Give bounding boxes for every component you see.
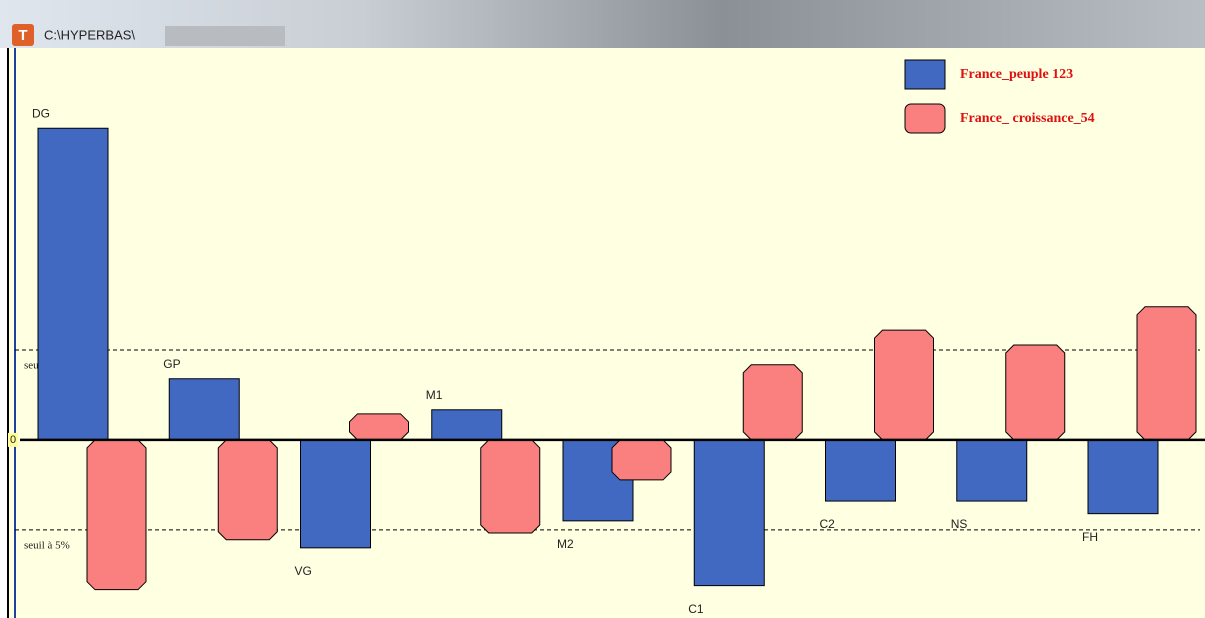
bar	[431, 409, 503, 441]
bar	[611, 439, 672, 481]
bar	[1005, 344, 1066, 441]
bar	[349, 413, 409, 441]
category-label: DG	[32, 106, 50, 120]
bar	[874, 329, 934, 441]
bar	[217, 439, 278, 541]
bar	[956, 439, 1028, 502]
reference-label: seuil à 5%	[24, 539, 70, 551]
category-label: M2	[557, 537, 574, 551]
category-label: FH	[1082, 530, 1098, 544]
category-label: VG	[295, 564, 312, 578]
app-icon-letter: T	[18, 27, 27, 44]
bar	[300, 439, 371, 549]
bar	[1136, 306, 1197, 441]
plot-area	[8, 48, 1205, 618]
category-label: C2	[820, 517, 836, 531]
legend-swatch	[904, 103, 946, 134]
category-label: C1	[688, 602, 704, 616]
legend-swatch	[904, 59, 946, 90]
tick-label-box	[8, 432, 18, 447]
bar	[37, 127, 109, 441]
category-label: GP	[163, 357, 180, 371]
bar	[168, 378, 240, 441]
bar	[1087, 439, 1159, 515]
window-title: C:\HYPERBAS\	[44, 27, 135, 42]
app-icon	[12, 24, 34, 46]
redacted-path	[165, 26, 285, 46]
legend-label: France_peuple 123	[960, 67, 1073, 82]
y-tick-label: 0	[10, 434, 16, 446]
category-label: M1	[426, 388, 443, 402]
bar	[693, 439, 765, 587]
bar	[480, 439, 541, 534]
legend-label: France_ croissance_54	[960, 111, 1095, 126]
bar	[86, 439, 147, 591]
bar	[742, 364, 803, 441]
bar	[825, 439, 896, 502]
category-label: NS	[951, 517, 968, 531]
